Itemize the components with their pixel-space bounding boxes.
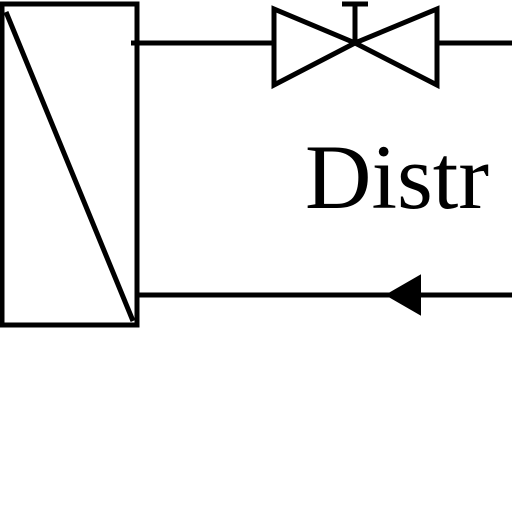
heat-exchanger-symbol [0,1,140,328]
valve-left-triangle [271,5,361,90]
valve-right-triangle [349,5,440,90]
flow-arrow-icon [384,274,421,316]
distribution-label: Distr [305,126,489,228]
heat-exchanger-box [0,1,140,328]
valve-icon [271,1,440,90]
heat-exchanger-diagonal [3,11,136,322]
